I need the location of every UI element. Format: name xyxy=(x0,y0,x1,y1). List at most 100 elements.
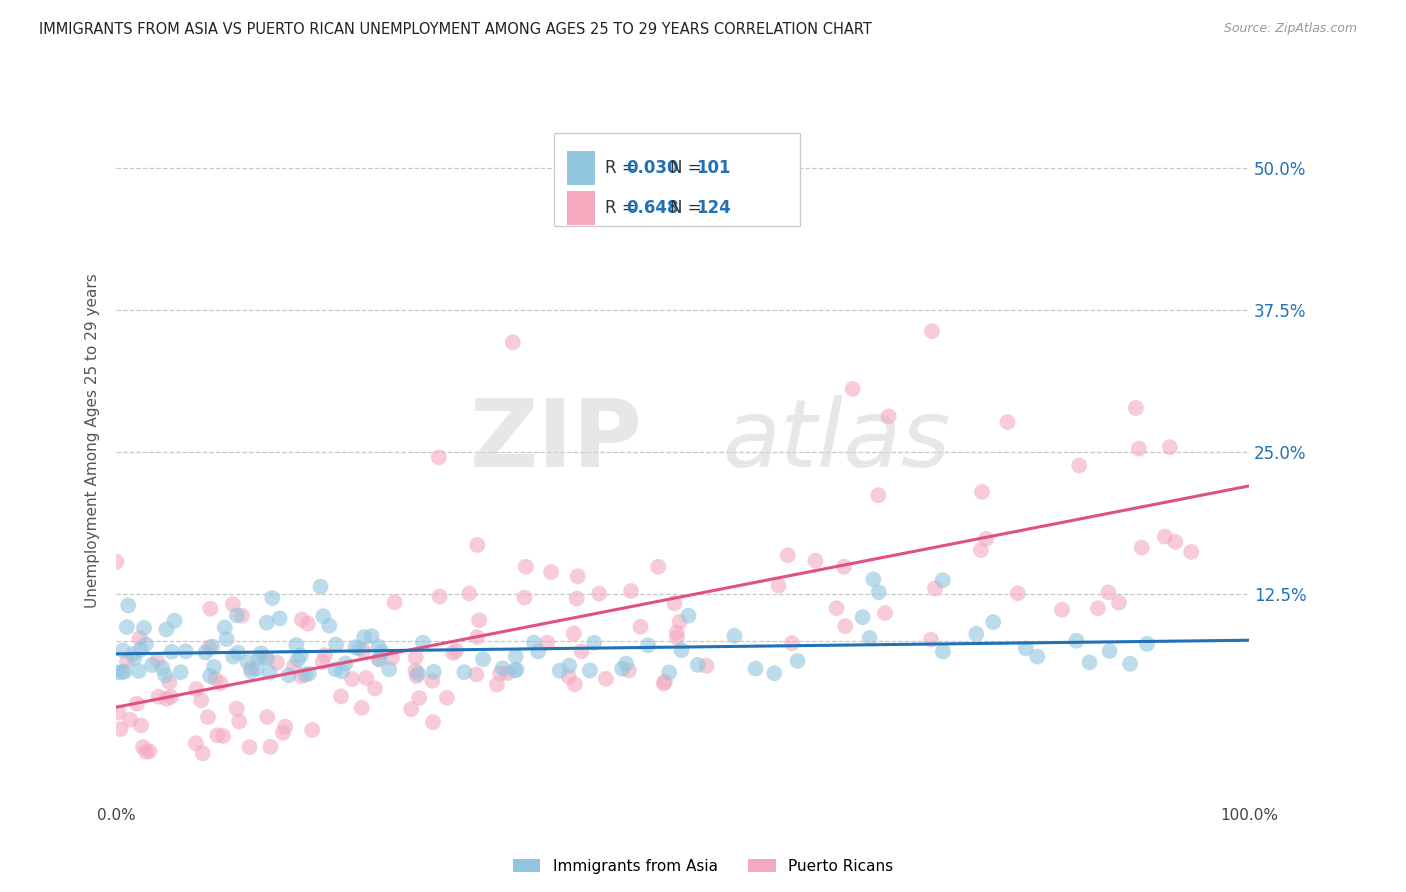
Point xyxy=(290,669,312,683)
Point xyxy=(247,651,270,665)
Text: N =: N = xyxy=(669,199,707,217)
Point xyxy=(1108,596,1130,610)
Point xyxy=(399,702,422,716)
Point xyxy=(132,739,155,754)
Point xyxy=(491,661,513,675)
Point xyxy=(406,666,429,681)
Point xyxy=(152,661,174,675)
Point xyxy=(695,658,717,673)
Point xyxy=(668,615,690,629)
Point xyxy=(287,652,309,666)
Point xyxy=(405,664,427,678)
Point xyxy=(364,681,387,696)
Point xyxy=(367,652,389,666)
Point xyxy=(465,667,488,681)
Point xyxy=(105,555,128,569)
Point xyxy=(441,646,464,660)
Point xyxy=(202,660,225,674)
Point xyxy=(583,636,606,650)
Point xyxy=(163,614,186,628)
Point xyxy=(1007,586,1029,600)
Point xyxy=(654,674,676,689)
Point xyxy=(932,573,955,587)
Point xyxy=(190,693,212,707)
Point xyxy=(207,728,229,742)
Point xyxy=(970,543,993,558)
Point xyxy=(527,644,550,658)
Point xyxy=(723,629,745,643)
Text: IMMIGRANTS FROM ASIA VS PUERTO RICAN UNEMPLOYMENT AMONG AGES 25 TO 29 YEARS CORR: IMMIGRANTS FROM ASIA VS PUERTO RICAN UNE… xyxy=(39,22,872,37)
Point xyxy=(347,641,370,656)
Point xyxy=(581,193,603,207)
Point xyxy=(868,488,890,502)
Point xyxy=(184,736,207,750)
Point xyxy=(141,658,163,673)
Point xyxy=(198,640,221,655)
Point xyxy=(135,745,157,759)
Point xyxy=(160,645,183,659)
Point xyxy=(153,668,176,682)
Text: 101: 101 xyxy=(696,160,731,178)
Point xyxy=(368,652,391,666)
Point xyxy=(614,657,637,671)
Text: 124: 124 xyxy=(696,199,731,217)
Point xyxy=(129,642,152,657)
Point xyxy=(259,665,281,680)
Point xyxy=(209,676,232,690)
Point xyxy=(565,591,588,606)
Point xyxy=(277,668,299,682)
Point xyxy=(1069,458,1091,473)
Point xyxy=(271,725,294,739)
Y-axis label: Unemployment Among Ages 25 to 29 years: Unemployment Among Ages 25 to 29 years xyxy=(86,273,100,608)
Point xyxy=(505,663,527,677)
Point xyxy=(256,710,278,724)
Point xyxy=(595,672,617,686)
Point xyxy=(112,665,135,679)
Point xyxy=(686,657,709,672)
Point xyxy=(157,675,180,690)
Point xyxy=(873,606,896,620)
Point xyxy=(194,645,217,659)
Point xyxy=(465,630,488,644)
Point xyxy=(429,590,451,604)
Point xyxy=(228,714,250,729)
Point xyxy=(138,744,160,758)
Point xyxy=(647,559,669,574)
Point xyxy=(356,671,378,685)
Point xyxy=(1098,644,1121,658)
Point xyxy=(1180,545,1202,559)
Point xyxy=(678,608,700,623)
Point xyxy=(804,554,827,568)
Point xyxy=(412,635,434,649)
Point xyxy=(920,632,942,647)
Point xyxy=(536,635,558,649)
Point xyxy=(664,596,686,610)
Point xyxy=(665,625,688,640)
Point xyxy=(353,630,375,644)
Point xyxy=(384,595,406,609)
Point xyxy=(222,649,245,664)
Point xyxy=(325,638,347,652)
Point xyxy=(832,559,855,574)
Point xyxy=(564,677,586,691)
Point xyxy=(335,657,357,671)
Point xyxy=(250,646,273,660)
Point xyxy=(198,669,221,683)
Point xyxy=(274,720,297,734)
Point xyxy=(290,648,312,663)
Point xyxy=(312,609,335,624)
Point xyxy=(360,629,382,643)
Text: atlas: atlas xyxy=(723,395,950,486)
Point xyxy=(562,626,585,640)
Point xyxy=(120,713,142,727)
Point xyxy=(496,666,519,681)
Point xyxy=(269,611,291,625)
Point xyxy=(148,690,170,704)
Point xyxy=(146,653,169,667)
Point xyxy=(1050,603,1073,617)
Point xyxy=(877,409,900,424)
Point xyxy=(588,586,610,600)
Point xyxy=(325,662,347,676)
Point xyxy=(125,697,148,711)
Point xyxy=(630,620,652,634)
